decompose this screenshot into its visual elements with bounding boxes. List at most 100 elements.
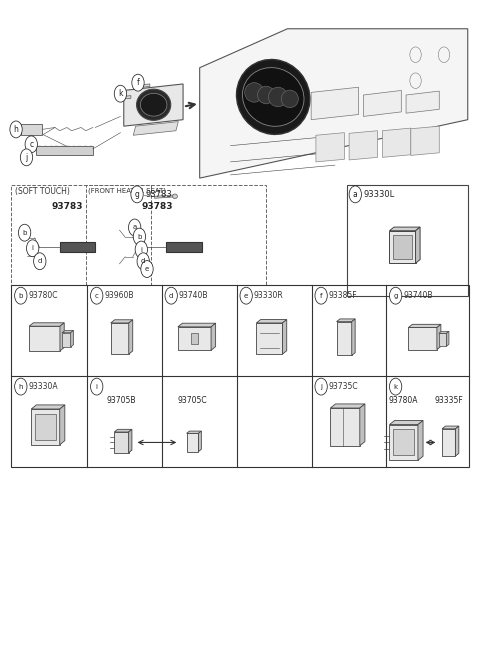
Text: (FRONT HEATER SEAT): (FRONT HEATER SEAT) bbox=[88, 188, 166, 195]
Circle shape bbox=[10, 121, 22, 138]
Bar bbox=[393, 430, 414, 455]
Polygon shape bbox=[114, 429, 132, 432]
Circle shape bbox=[141, 261, 153, 278]
Polygon shape bbox=[336, 319, 355, 322]
Text: d: d bbox=[141, 258, 145, 264]
Text: i: i bbox=[32, 245, 34, 252]
Polygon shape bbox=[363, 90, 401, 117]
Polygon shape bbox=[446, 331, 449, 346]
Polygon shape bbox=[60, 323, 64, 351]
Text: j: j bbox=[25, 153, 28, 162]
Bar bbox=[21, 124, 42, 136]
Text: i: i bbox=[96, 384, 98, 390]
Bar bbox=[389, 231, 416, 263]
Bar bbox=[439, 333, 446, 346]
Bar bbox=[60, 242, 96, 252]
Bar bbox=[12, 185, 151, 286]
Text: f: f bbox=[137, 78, 139, 87]
Text: 93740B: 93740B bbox=[179, 291, 208, 300]
Polygon shape bbox=[311, 87, 359, 120]
Text: 93330R: 93330R bbox=[254, 291, 284, 300]
Bar bbox=[256, 323, 282, 354]
Text: k: k bbox=[394, 384, 398, 390]
Text: a: a bbox=[353, 190, 358, 199]
Text: i: i bbox=[140, 246, 142, 253]
Polygon shape bbox=[330, 404, 365, 408]
Polygon shape bbox=[389, 421, 423, 424]
Circle shape bbox=[137, 253, 149, 270]
Polygon shape bbox=[418, 421, 423, 460]
Circle shape bbox=[91, 288, 103, 304]
Circle shape bbox=[165, 288, 178, 304]
Polygon shape bbox=[456, 426, 459, 456]
Ellipse shape bbox=[137, 89, 171, 121]
Ellipse shape bbox=[237, 60, 310, 134]
Text: 93783: 93783 bbox=[142, 202, 173, 210]
Polygon shape bbox=[383, 128, 411, 157]
Text: 93783: 93783 bbox=[145, 190, 172, 199]
Text: 93735C: 93735C bbox=[329, 382, 359, 391]
Bar bbox=[31, 409, 60, 445]
Polygon shape bbox=[199, 431, 201, 451]
Text: e: e bbox=[145, 266, 149, 272]
Circle shape bbox=[131, 186, 143, 203]
Text: e: e bbox=[244, 293, 248, 299]
Text: k: k bbox=[118, 89, 123, 98]
Polygon shape bbox=[411, 126, 439, 155]
Text: 93330A: 93330A bbox=[28, 382, 58, 391]
Bar bbox=[336, 322, 352, 356]
Circle shape bbox=[315, 378, 327, 395]
Text: 93705C: 93705C bbox=[178, 396, 207, 405]
Circle shape bbox=[133, 228, 145, 245]
Circle shape bbox=[114, 85, 127, 102]
Circle shape bbox=[91, 378, 103, 395]
Text: b: b bbox=[19, 293, 23, 299]
Bar bbox=[442, 429, 456, 456]
Polygon shape bbox=[316, 133, 344, 162]
Text: j: j bbox=[320, 384, 322, 390]
Polygon shape bbox=[178, 323, 216, 327]
Text: h: h bbox=[19, 384, 23, 390]
Bar bbox=[393, 235, 412, 259]
Polygon shape bbox=[349, 131, 378, 160]
Bar bbox=[36, 146, 93, 155]
Bar bbox=[389, 424, 418, 460]
Text: b: b bbox=[23, 230, 27, 236]
Text: d: d bbox=[169, 293, 173, 299]
Bar bbox=[86, 185, 266, 286]
Polygon shape bbox=[71, 330, 73, 347]
Polygon shape bbox=[129, 429, 132, 453]
Circle shape bbox=[14, 378, 27, 395]
Text: c: c bbox=[29, 140, 33, 149]
Ellipse shape bbox=[268, 87, 288, 107]
Circle shape bbox=[14, 288, 27, 304]
Bar bbox=[178, 327, 211, 350]
Text: f: f bbox=[320, 293, 323, 299]
Polygon shape bbox=[133, 122, 179, 136]
Circle shape bbox=[132, 74, 144, 91]
Text: b: b bbox=[137, 234, 142, 240]
Polygon shape bbox=[124, 84, 183, 126]
Ellipse shape bbox=[245, 83, 264, 102]
Polygon shape bbox=[142, 84, 150, 87]
Bar bbox=[330, 408, 360, 445]
Circle shape bbox=[129, 219, 141, 236]
Bar bbox=[191, 333, 198, 344]
Bar bbox=[187, 434, 199, 451]
Bar bbox=[62, 333, 71, 347]
Polygon shape bbox=[62, 330, 73, 333]
Polygon shape bbox=[437, 324, 441, 350]
Ellipse shape bbox=[281, 90, 299, 107]
Polygon shape bbox=[124, 96, 131, 99]
Polygon shape bbox=[187, 431, 201, 434]
Circle shape bbox=[240, 288, 252, 304]
Ellipse shape bbox=[173, 194, 178, 198]
Circle shape bbox=[389, 378, 402, 395]
Polygon shape bbox=[111, 320, 133, 323]
Bar bbox=[408, 328, 437, 350]
Text: c: c bbox=[95, 293, 99, 299]
Bar bbox=[167, 242, 202, 252]
Polygon shape bbox=[282, 320, 287, 354]
Text: h: h bbox=[13, 125, 19, 134]
Bar bbox=[114, 432, 129, 453]
